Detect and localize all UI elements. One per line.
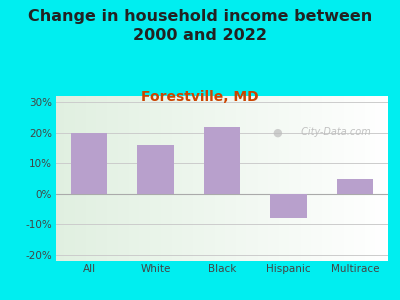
Bar: [71, 133, 108, 194]
Text: Change in household income between
2000 and 2022: Change in household income between 2000 …: [28, 9, 372, 43]
Bar: [336, 178, 373, 194]
Bar: [204, 127, 240, 194]
Bar: [137, 145, 174, 194]
Text: ●: ●: [272, 127, 282, 137]
Text: Forestville, MD: Forestville, MD: [141, 90, 259, 104]
Text: City-Data.com: City-Data.com: [298, 127, 371, 137]
Bar: [270, 194, 307, 218]
